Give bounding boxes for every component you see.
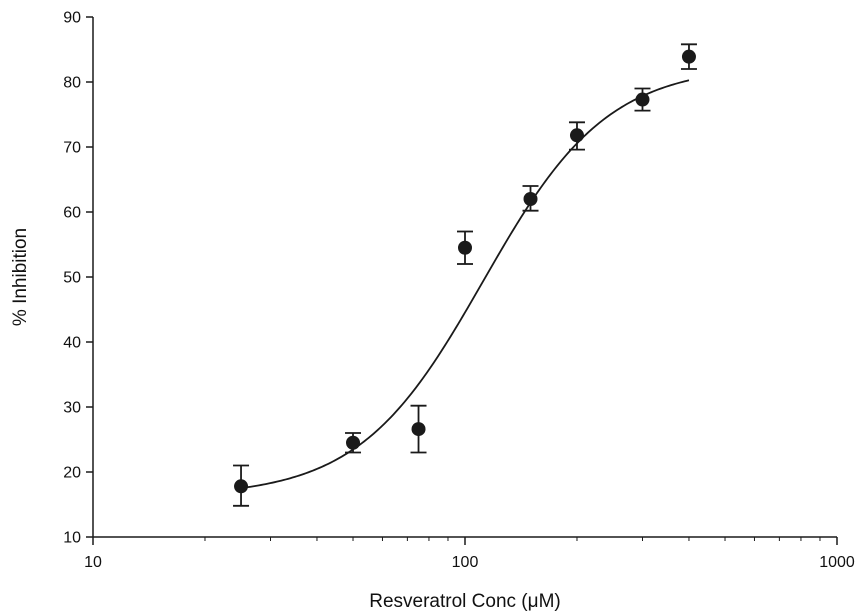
x-axis-title: Resveratrol Conc (μM) bbox=[369, 591, 560, 612]
y-ticks: 10 20 30 40 50 60 70 80 90 bbox=[63, 10, 93, 547]
y-tick-label: 90 bbox=[63, 10, 81, 27]
data-point bbox=[346, 435, 361, 450]
x-ticks: 10 100 1000 bbox=[84, 537, 855, 571]
x-tick-label: 1000 bbox=[819, 554, 855, 571]
y-tick-label: 40 bbox=[63, 335, 81, 352]
y-axis-title: % Inhibition bbox=[10, 228, 31, 326]
x-tick-label: 10 bbox=[84, 554, 102, 571]
y-tick-label: 80 bbox=[63, 75, 81, 92]
data-point bbox=[635, 92, 650, 107]
x-minor-ticks bbox=[204, 537, 821, 541]
axes: 10 20 30 40 50 60 70 80 90 10 100 1000 bbox=[63, 10, 855, 572]
x-tick-label: 100 bbox=[452, 554, 479, 571]
error-bars bbox=[233, 43, 697, 507]
y-tick-label: 20 bbox=[63, 465, 81, 482]
fit-curve-line bbox=[240, 79, 690, 490]
data-point bbox=[458, 240, 472, 255]
data-point bbox=[569, 128, 584, 143]
data-point bbox=[234, 479, 249, 494]
data-point bbox=[411, 422, 426, 437]
y-tick-label: 30 bbox=[63, 400, 81, 417]
y-tick-label: 60 bbox=[63, 205, 81, 222]
data-points bbox=[234, 49, 696, 494]
y-tick-label: 50 bbox=[63, 270, 81, 287]
y-tick-label: 70 bbox=[63, 140, 81, 157]
data-point bbox=[523, 192, 538, 206]
y-tick-label: 10 bbox=[63, 530, 81, 547]
data-point bbox=[681, 49, 696, 64]
